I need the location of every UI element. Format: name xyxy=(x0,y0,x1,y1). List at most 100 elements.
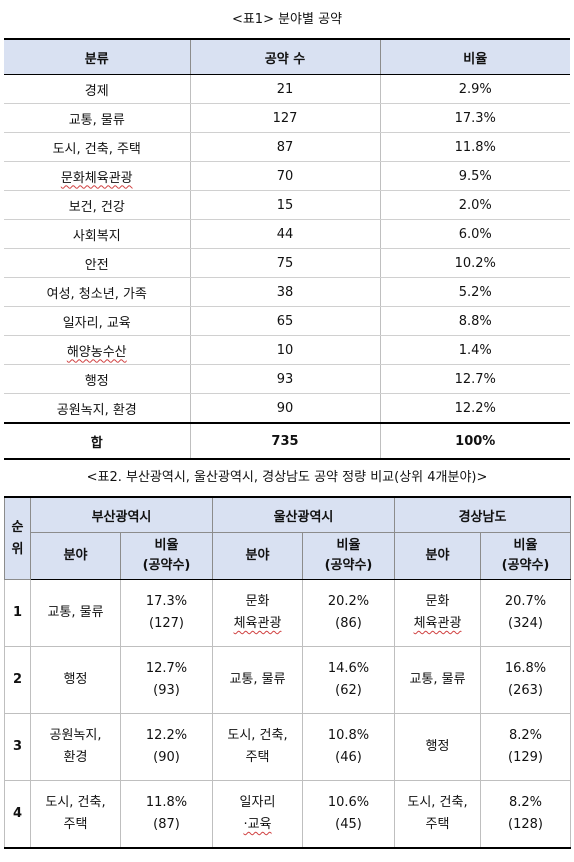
table-row: 1 교통, 물류 17.3% (127) 문화 체육관광 20.2% (86) 문화 체… xyxy=(4,579,571,647)
category-cell: 여성, 청소년, 가족 xyxy=(4,277,191,307)
count-cell: 93 xyxy=(189,364,381,394)
header-busan: 부산광역시 xyxy=(30,496,213,533)
ratio-label: 비율 xyxy=(336,538,361,553)
field-text: 체육관광 xyxy=(413,616,462,631)
category-cell: 문화체육관광 xyxy=(4,161,191,191)
field-text: 문화 xyxy=(245,594,270,609)
count-cell: 87 xyxy=(189,132,381,162)
table2-caption: <표2. 부산광역시, 울산광역시, 경상남도 공약 정량 비교(상위 4개분야… xyxy=(0,466,574,485)
count-cell: 21 xyxy=(189,74,381,104)
ratio-text: 10.6% xyxy=(327,795,370,810)
rank-cell: 3 xyxy=(4,713,31,781)
field-text: 교통, 물류 xyxy=(47,605,104,620)
ratio-cell: 17.3% xyxy=(379,103,570,133)
header-pledge-count: 공약 수 xyxy=(189,38,381,75)
gyeongnam-ratio: 16.8% (263) xyxy=(480,646,571,714)
ratio-cell: 9.5% xyxy=(379,161,570,191)
field-text: 주택 xyxy=(245,750,270,765)
gyeongnam-field: 도시, 건축, 주택 xyxy=(394,780,481,849)
field-text: 도시, 건축, xyxy=(45,795,106,810)
total-ratio: 100% xyxy=(379,422,570,460)
busan-ratio: 12.7% (93) xyxy=(120,646,213,714)
count-cell: 90 xyxy=(189,393,381,424)
subheader-field: 분야 xyxy=(212,532,303,580)
ratio-text: 12.7% xyxy=(145,661,188,676)
table2-subheader-row: 분야 비율 (공약수) 분야 비율 (공약수) 분야 비율 (공약수) xyxy=(5,532,571,580)
table-row: 도시, 건축, 주택 87 11.8% xyxy=(4,132,570,162)
category-cell: 경제 xyxy=(4,74,191,104)
total-label: 합 xyxy=(4,422,191,460)
busan-field: 도시, 건축, 주택 xyxy=(30,780,121,849)
table-row: 4 도시, 건축, 주택 11.8% (87) 일자리 ·교육 10.6% (45) 도… xyxy=(4,780,571,849)
category-label: 해양농수산 xyxy=(66,344,127,360)
table-row: 교통, 물류 127 17.3% xyxy=(4,103,570,133)
subheader-ratio: 비율 (공약수) xyxy=(120,532,213,580)
subheader-field: 분야 xyxy=(394,532,481,580)
ratio-cell: 1.4% xyxy=(379,335,570,365)
count-cell: 127 xyxy=(189,103,381,133)
table-row: 안전 75 10.2% xyxy=(4,248,570,278)
ratio-text: 20.2% xyxy=(327,594,370,609)
total-row: 합 735 100% xyxy=(4,422,570,460)
category-cell: 공원녹지, 환경 xyxy=(4,393,191,424)
count-text: (46) xyxy=(335,750,362,765)
ratio-cell: 10.2% xyxy=(379,248,570,278)
ulsan-field: 도시, 건축, 주택 xyxy=(212,713,303,781)
count-cell: 65 xyxy=(189,306,381,336)
total-count: 735 xyxy=(189,422,381,460)
ulsan-ratio: 14.6% (62) xyxy=(302,646,395,714)
table-row: 3 공원녹지, 환경 12.2% (90) 도시, 건축, 주택 10.8% (46) … xyxy=(4,713,571,781)
ratio-text: 8.2% xyxy=(508,795,543,810)
ulsan-ratio: 10.6% (45) xyxy=(302,780,395,849)
category-cell: 행정 xyxy=(4,364,191,394)
header-ulsan: 울산광역시 xyxy=(212,496,395,533)
field-text: 문화 xyxy=(425,594,450,609)
category-cell: 교통, 물류 xyxy=(4,103,191,133)
subheader-field: 분야 xyxy=(30,532,121,580)
rank-cell: 1 xyxy=(4,579,31,647)
count-label: (공약수) xyxy=(142,558,191,573)
count-cell: 15 xyxy=(189,190,381,220)
category-cell: 사회복지 xyxy=(4,219,191,249)
table-row: 문화체육관광 70 9.5% xyxy=(4,161,570,191)
field-text: 주택 xyxy=(425,817,450,832)
gyeongnam-ratio: 8.2% (129) xyxy=(480,713,571,781)
count-text: (128) xyxy=(508,817,543,832)
ratio-text: 12.2% xyxy=(145,728,188,743)
count-cell: 70 xyxy=(189,161,381,191)
table-row: 보건, 건강 15 2.0% xyxy=(4,190,570,220)
count-text: (129) xyxy=(508,750,543,765)
ratio-text: 10.8% xyxy=(327,728,370,743)
gyeongnam-field: 행정 xyxy=(394,713,481,781)
count-cell: 44 xyxy=(189,219,381,249)
field-text: 교통, 물류 xyxy=(409,672,466,687)
subheader-ratio: 비율 (공약수) xyxy=(302,532,395,580)
gyeongnam-ratio: 8.2% (128) xyxy=(480,780,571,849)
category-label: 문화체육관광 xyxy=(60,170,133,186)
table1-caption: <표1> 분야별 공약 xyxy=(231,12,343,27)
count-cell: 10 xyxy=(189,335,381,365)
field-text: 주택 xyxy=(63,817,88,832)
busan-field: 공원녹지, 환경 xyxy=(30,713,121,781)
field-text: 도시, 건축, xyxy=(407,795,468,810)
header-gyeongnam: 경상남도 xyxy=(394,496,571,533)
ratio-cell: 11.8% xyxy=(379,132,570,162)
count-cell: 75 xyxy=(189,248,381,278)
field-text: 환경 xyxy=(63,750,88,765)
busan-field: 교통, 물류 xyxy=(30,579,121,647)
field-text: 도시, 건축, xyxy=(227,728,288,743)
count-label: (공약수) xyxy=(324,558,373,573)
ratio-label: 비율 xyxy=(154,538,179,553)
rank-header-top: 순 xyxy=(11,519,24,535)
ratio-cell: 12.2% xyxy=(379,393,570,424)
count-text: (90) xyxy=(153,750,180,765)
category-cell: 안전 xyxy=(4,248,191,278)
ratio-cell: 8.8% xyxy=(379,306,570,336)
count-text: (45) xyxy=(335,817,362,832)
count-text: (93) xyxy=(153,683,180,698)
busan-ratio: 12.2% (90) xyxy=(120,713,213,781)
count-text: (62) xyxy=(335,683,362,698)
ulsan-ratio: 10.8% (46) xyxy=(302,713,395,781)
busan-ratio: 11.8% (87) xyxy=(120,780,213,849)
